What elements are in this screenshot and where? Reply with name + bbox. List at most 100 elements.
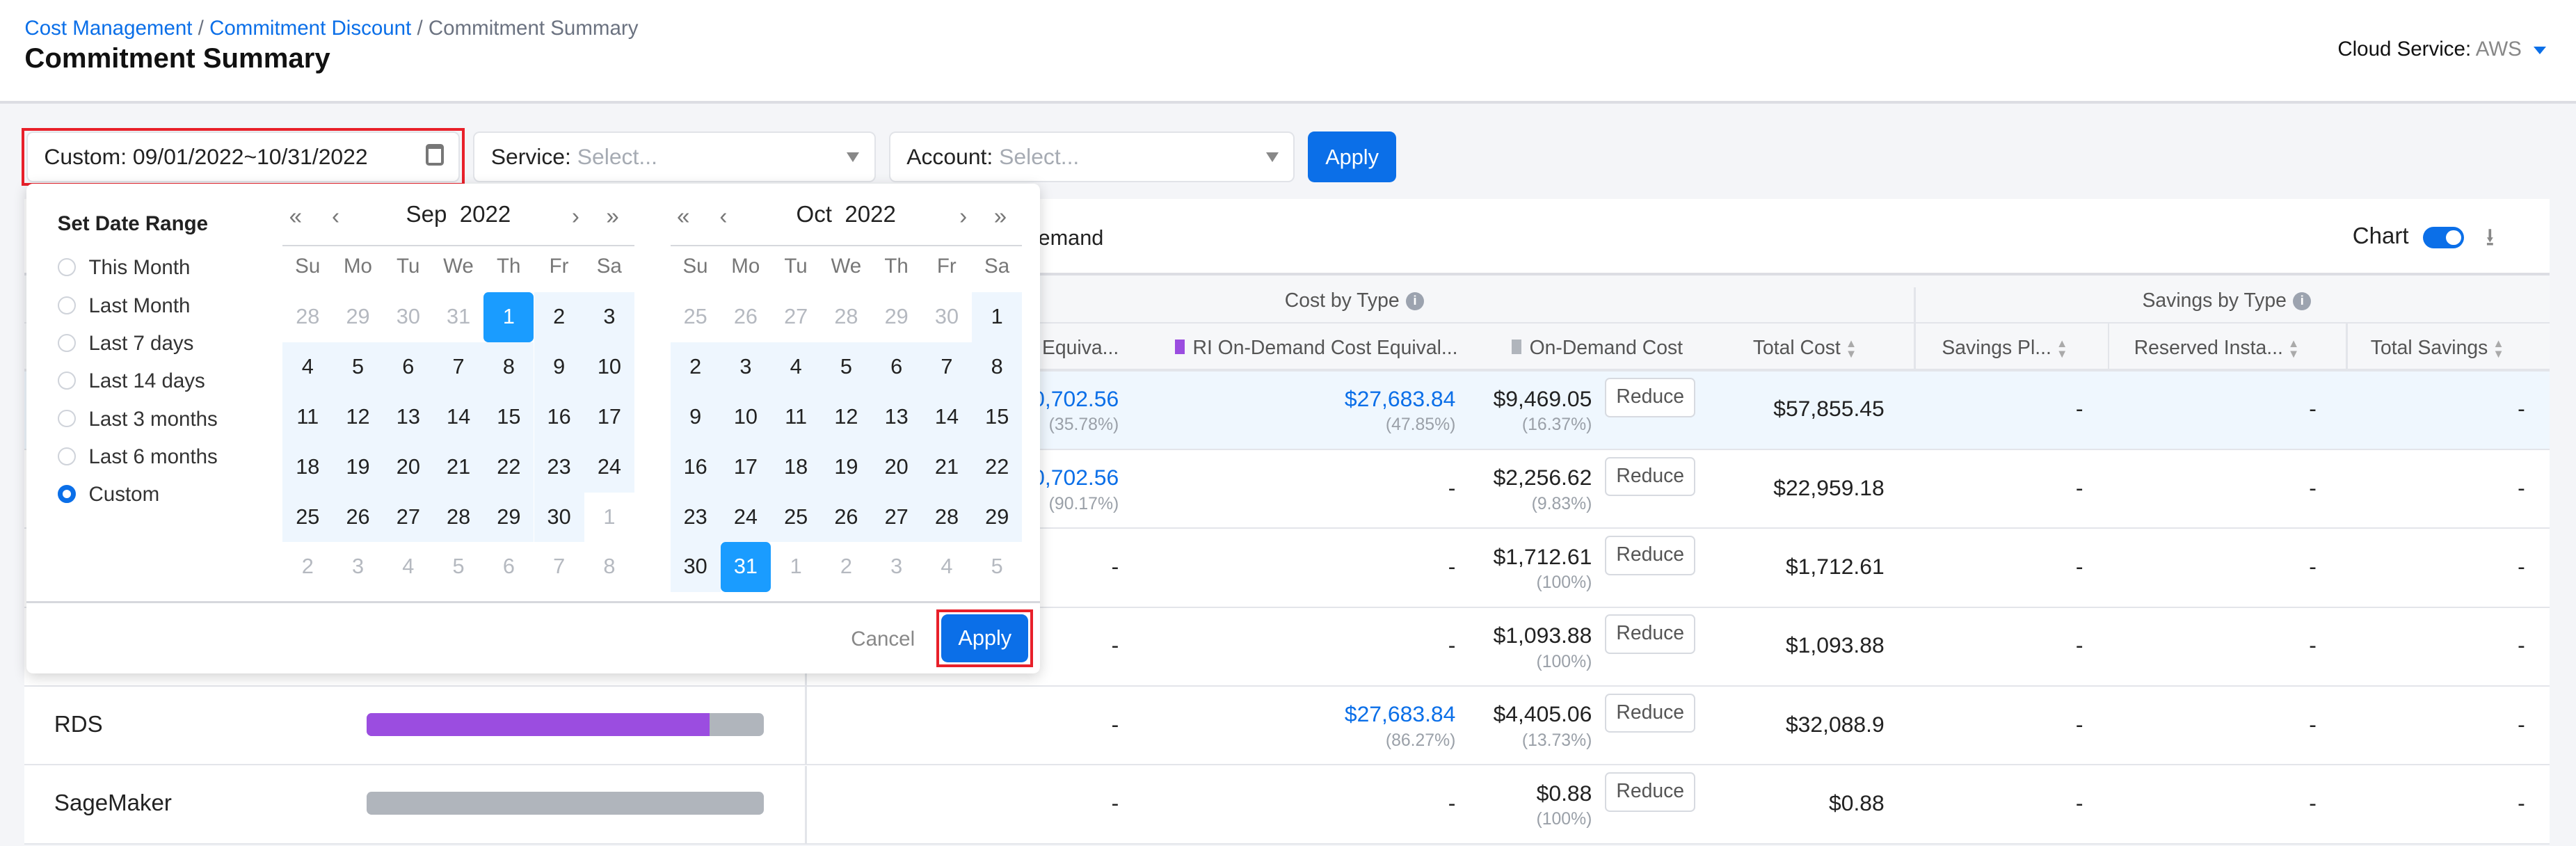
cancel-button[interactable]: Cancel: [851, 628, 915, 651]
calendar-day[interactable]: 14: [433, 392, 484, 442]
calendar-day[interactable]: 5: [333, 342, 383, 392]
calendar-day[interactable]: 29: [483, 492, 534, 543]
calendar-day[interactable]: 21: [921, 442, 973, 493]
next-year-icon[interactable]: »: [606, 203, 619, 230]
service-name[interactable]: RDS: [54, 711, 103, 737]
prev-year-icon[interactable]: «: [289, 203, 303, 230]
prev-month-icon[interactable]: ‹: [719, 203, 728, 230]
calendar-day[interactable]: 26: [733, 304, 758, 329]
preset-custom[interactable]: Custom: [57, 483, 159, 506]
column-total-cost[interactable]: Total Cost ▲ ▼: [1752, 337, 1857, 360]
ri-on-demand-cost[interactable]: $27,683.84: [1344, 701, 1456, 727]
calendar-day[interactable]: 20: [383, 442, 433, 493]
calendar-day[interactable]: 18: [771, 442, 822, 493]
reduce-button[interactable]: Reduce: [1605, 772, 1696, 812]
reduce-button[interactable]: Reduce: [1605, 535, 1696, 575]
account-select[interactable]: Account: Select...: [888, 131, 1295, 183]
table-row[interactable]: RDS - $27,683.84 (86.27%) $4,405.06 (13.73%) R…: [24, 687, 2550, 766]
calendar-day[interactable]: 15: [483, 392, 534, 442]
calendar-day[interactable]: 21: [433, 442, 484, 493]
next-month-icon[interactable]: ›: [571, 203, 579, 230]
calendar-day[interactable]: 28: [296, 304, 320, 329]
calendar-day[interactable]: 11: [771, 392, 822, 442]
calendar-day[interactable]: 16: [534, 392, 584, 442]
calendar-day[interactable]: 11: [282, 392, 333, 442]
calendar-day[interactable]: 5: [821, 342, 872, 392]
calendar-day[interactable]: 2: [670, 342, 721, 392]
calendar-day[interactable]: 13: [871, 392, 922, 442]
reduce-button[interactable]: Reduce: [1605, 378, 1696, 417]
calendar-day[interactable]: 25: [683, 304, 707, 329]
column-savings-plans[interactable]: Savings Pl... ▲ ▼: [1942, 337, 2068, 360]
preset-last-6-months[interactable]: Last 6 months: [57, 445, 218, 469]
calendar-day[interactable]: 18: [282, 442, 333, 493]
calendar-day[interactable]: 2: [301, 554, 314, 579]
calendar-day[interactable]: 6: [383, 342, 433, 392]
calendar-day[interactable]: 19: [821, 442, 872, 493]
radio-icon[interactable]: [57, 296, 76, 314]
column-on-demand-cost[interactable]: On-Demand Cost: [1511, 337, 1683, 360]
calendar-day[interactable]: 1: [790, 554, 802, 579]
calendar-day[interactable]: 5: [991, 554, 1003, 579]
calendar-day[interactable]: 1: [483, 292, 534, 343]
column-ri-on-demand[interactable]: RI On-Demand Cost Equival...: [1174, 337, 1458, 360]
calendar-day[interactable]: 27: [383, 492, 433, 543]
calendar-day[interactable]: 4: [402, 554, 415, 579]
calendar-day[interactable]: 31: [720, 542, 771, 593]
calendar-day[interactable]: 1: [603, 504, 616, 529]
calendar-day[interactable]: 8: [483, 342, 534, 392]
calendar-day[interactable]: 13: [383, 392, 433, 442]
calendar-day[interactable]: 12: [821, 392, 872, 442]
calendar-day[interactable]: 8: [972, 342, 1023, 392]
calendar-day[interactable]: 30: [396, 304, 420, 329]
preset-last-3-months[interactable]: Last 3 months: [57, 408, 218, 431]
reduce-button[interactable]: Reduce: [1605, 693, 1696, 733]
calendar-day[interactable]: 2: [840, 554, 852, 579]
info-icon[interactable]: i: [1406, 292, 1424, 311]
calendar-day[interactable]: 3: [720, 342, 771, 392]
calendar-day[interactable]: 30: [934, 304, 959, 329]
calendar-day[interactable]: 27: [784, 304, 808, 329]
calendar-day[interactable]: 31: [447, 304, 471, 329]
radio-icon[interactable]: [57, 333, 76, 352]
tab-on-demand[interactable]: emand: [1038, 225, 1104, 250]
next-month-icon[interactable]: ›: [959, 203, 968, 230]
calendar-day[interactable]: 25: [771, 492, 822, 543]
preset-this-month[interactable]: This Month: [57, 256, 190, 280]
calendar-day[interactable]: 5: [452, 554, 465, 579]
calendar-day[interactable]: 30: [534, 492, 584, 543]
calendar-day[interactable]: 9: [670, 392, 721, 442]
service-select[interactable]: Service: Select...: [473, 131, 876, 183]
next-year-icon[interactable]: »: [993, 203, 1007, 230]
calendar-day[interactable]: 3: [352, 554, 365, 579]
calendar-day[interactable]: 19: [333, 442, 383, 493]
calendar-day[interactable]: 30: [670, 542, 721, 593]
calendar-day[interactable]: 9: [534, 342, 584, 392]
radio-icon[interactable]: [57, 258, 76, 277]
calendar-day[interactable]: 10: [584, 342, 635, 392]
calendar-day[interactable]: 17: [584, 392, 635, 442]
date-apply-button[interactable]: Apply: [941, 614, 1029, 662]
prev-year-icon[interactable]: «: [676, 203, 690, 230]
calendar-day[interactable]: 4: [941, 554, 953, 579]
calendar-day[interactable]: 6: [502, 554, 515, 579]
reduce-button[interactable]: Reduce: [1605, 456, 1696, 497]
column-equivalent[interactable]: Equiva...: [1042, 337, 1119, 360]
download-icon[interactable]: ⭳: [2486, 223, 2495, 252]
calendar-day[interactable]: 22: [972, 442, 1023, 493]
chart-toggle[interactable]: [2423, 226, 2465, 248]
calendar-day[interactable]: 24: [720, 492, 771, 543]
radio-icon[interactable]: [57, 485, 76, 504]
service-name[interactable]: SageMaker: [54, 790, 172, 816]
preset-last-14-days[interactable]: Last 14 days: [57, 369, 205, 393]
calendar-day[interactable]: 7: [921, 342, 973, 392]
date-range-input[interactable]: Custom: 09/01/2022~10/31/2022: [26, 131, 461, 183]
ri-on-demand-cost[interactable]: $27,683.84: [1344, 385, 1456, 411]
calendar-day[interactable]: 26: [333, 492, 383, 543]
calendar-day[interactable]: 3: [890, 554, 903, 579]
radio-icon[interactable]: [57, 372, 76, 390]
calendar-day[interactable]: 20: [871, 442, 922, 493]
calendar-day[interactable]: 23: [670, 492, 721, 543]
reduce-button[interactable]: Reduce: [1605, 614, 1696, 654]
calendar-day[interactable]: 28: [433, 492, 484, 543]
